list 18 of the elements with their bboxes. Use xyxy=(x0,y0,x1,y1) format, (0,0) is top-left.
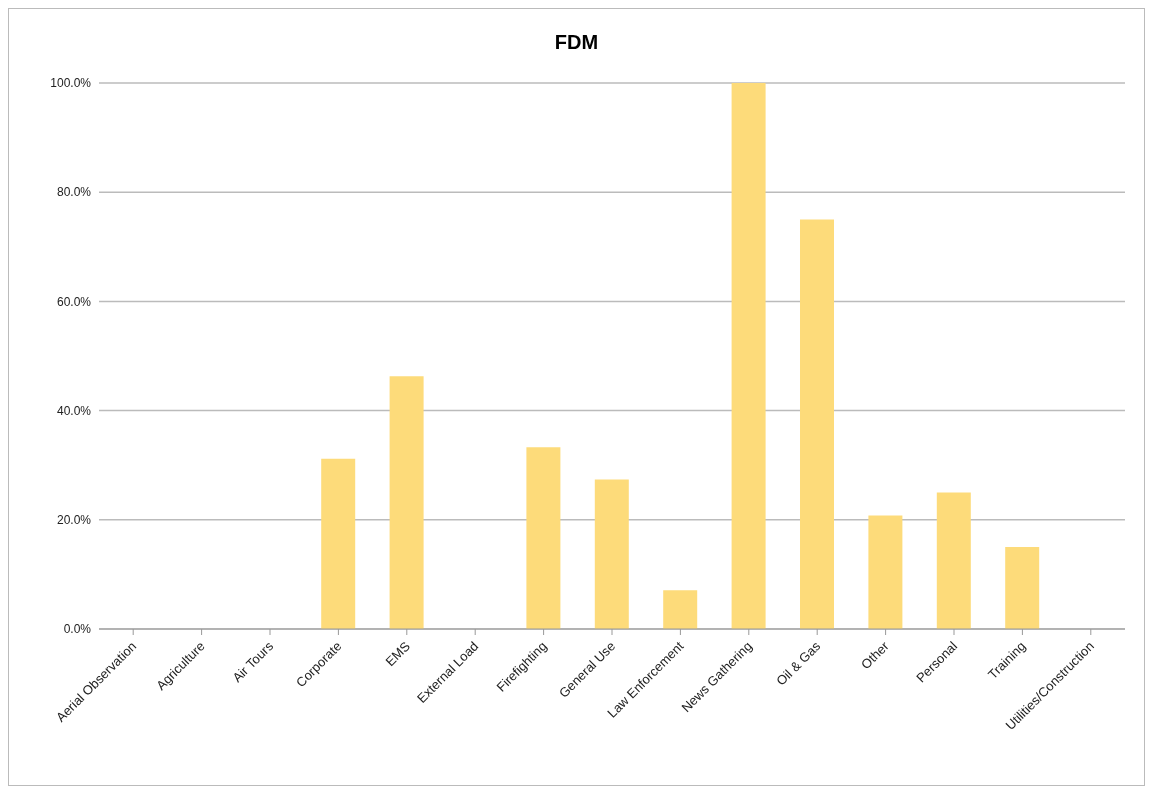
x-tick-label: Oil & Gas xyxy=(773,638,824,689)
y-tick-label: 60.0% xyxy=(56,294,92,309)
bar xyxy=(868,515,903,629)
bar xyxy=(389,376,424,629)
bar xyxy=(321,458,356,629)
y-tick-label: 80.0% xyxy=(56,185,92,200)
bar xyxy=(663,590,698,629)
bar xyxy=(594,479,629,629)
chart-title: FDM xyxy=(553,31,600,54)
bar xyxy=(526,447,561,629)
bar xyxy=(936,492,971,629)
y-tick-label: 40.0% xyxy=(56,403,92,418)
bar xyxy=(800,219,834,629)
y-tick-label: 0.0% xyxy=(63,622,92,637)
y-tick-label: 20.0% xyxy=(56,513,92,528)
bar xyxy=(1005,547,1040,629)
y-tick-label: 100.0% xyxy=(50,76,92,91)
bar xyxy=(731,83,766,629)
